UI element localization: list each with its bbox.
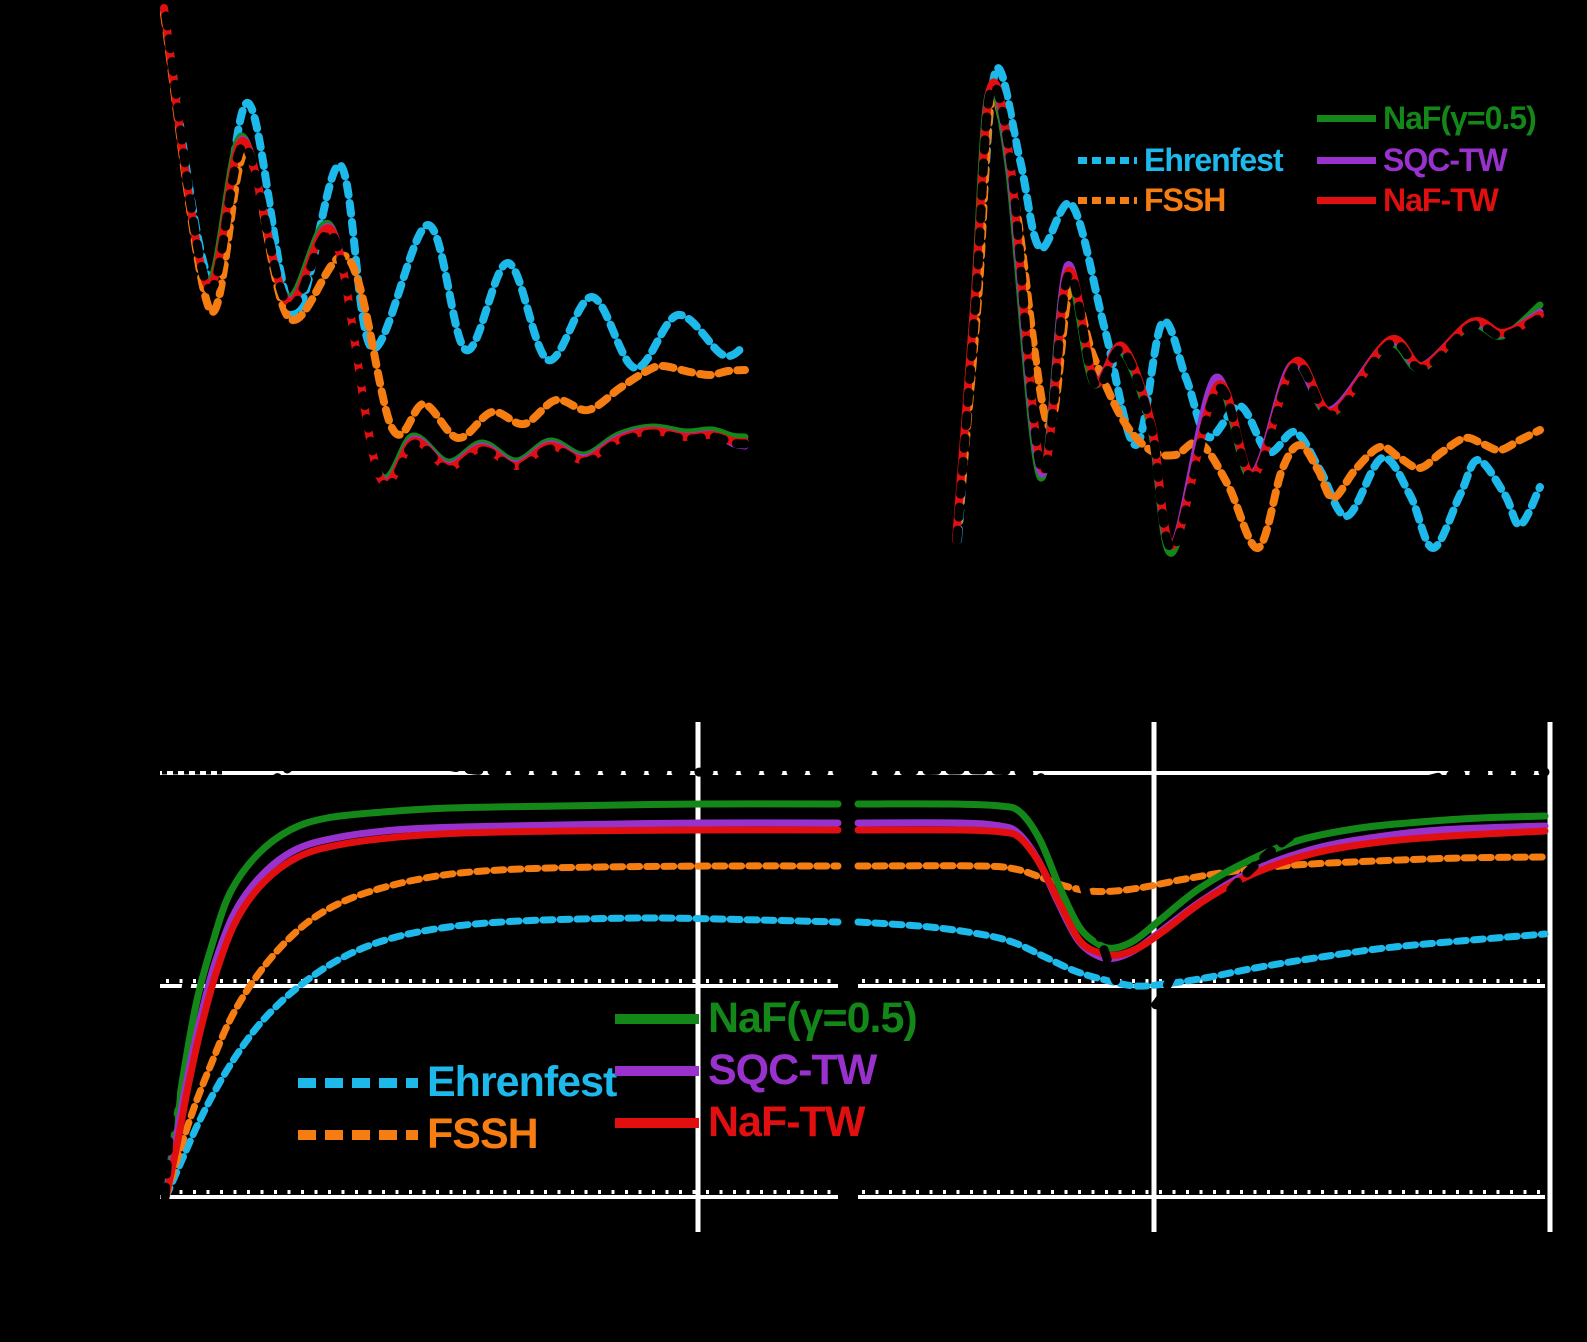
legend-swatch-sqc-tw <box>1317 157 1376 164</box>
legend-item-sqc-tw-bottom: SQC-TW <box>615 1046 877 1095</box>
legend-swatch-naf-tw <box>1317 197 1376 204</box>
legend-swatch-ehrenfest <box>1078 157 1137 164</box>
legend-item-naf-tw: NaF-TW <box>1317 182 1499 219</box>
legend-swatch-ehrenfest-bottom <box>298 1077 418 1088</box>
legend-item-fssh-bottom: FSSH <box>298 1110 539 1159</box>
legend-label-naf-tw-bottom: NaF-TW <box>708 1098 865 1146</box>
legend-label-ehrenfest-bottom: Ehrenfest <box>427 1058 617 1106</box>
legend-swatch-naf <box>1317 115 1376 122</box>
legend-label-naf-tw: NaF-TW <box>1383 182 1499 218</box>
legend-swatch-naf-bottom <box>615 1013 699 1024</box>
legend-label-ehrenfest: Ehrenfest <box>1144 142 1284 178</box>
legend-swatch-naf-tw-bottom <box>615 1117 699 1128</box>
legend-label-sqc-tw: SQC-TW <box>1383 142 1508 178</box>
legend-item-naf-tw-bottom: NaF-TW <box>615 1098 865 1147</box>
legend-label-fssh: FSSH <box>1144 182 1226 218</box>
legend-item-ehrenfest-bottom: Ehrenfest <box>298 1058 617 1107</box>
legend-label-naf: NaF(γ=0.5) <box>1383 100 1537 136</box>
legend-item-naf-bottom: NaF(γ=0.5) <box>615 994 918 1043</box>
legend-label-sqc-tw-bottom: SQC-TW <box>708 1046 877 1094</box>
legend-swatch-fssh <box>1078 197 1137 204</box>
legend-swatch-sqc-tw-bottom <box>615 1065 699 1076</box>
legend-swatch-fssh-bottom <box>298 1129 418 1140</box>
legend-item-fssh: FSSH <box>1078 182 1226 219</box>
legend-item-sqc-tw: SQC-TW <box>1317 142 1508 179</box>
legend-item-ehrenfest: Ehrenfest <box>1078 142 1284 179</box>
legend-label-naf-bottom: NaF(γ=0.5) <box>708 994 918 1042</box>
legend-label-fssh-bottom: FSSH <box>427 1110 539 1158</box>
legend-item-naf: NaF(γ=0.5) <box>1317 100 1537 137</box>
